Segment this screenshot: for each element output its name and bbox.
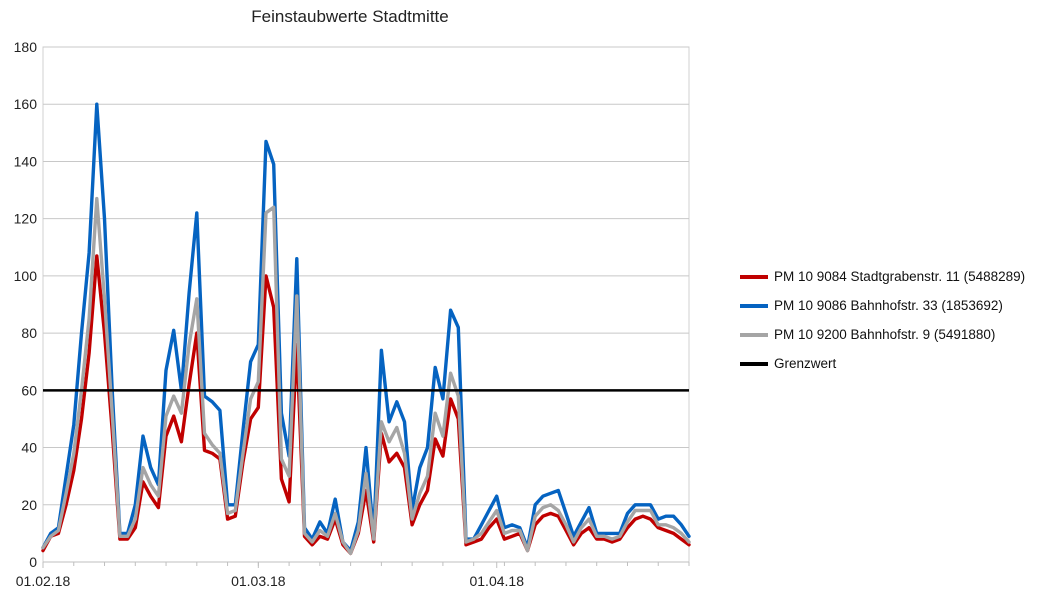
x-tick-label: 01.02.18	[16, 573, 71, 589]
legend-item: PM 10 9084 Stadtgrabenstr. 11 (5488289)	[740, 262, 1025, 291]
x-tick-label: 01.04.18	[469, 573, 524, 589]
legend-swatch	[740, 361, 768, 366]
legend-swatch	[740, 332, 768, 337]
legend-item: Grenzwert	[740, 349, 1025, 378]
legend-item: PM 10 9200 Bahnhofstr. 9 (5491880)	[740, 320, 1025, 349]
legend-item: PM 10 9086 Bahnhofstr. 33 (1853692)	[740, 291, 1025, 320]
y-tick-label: 100	[14, 268, 38, 284]
legend-label: PM 10 9086 Bahnhofstr. 33 (1853692)	[774, 298, 1003, 313]
legend-swatch	[740, 303, 768, 308]
y-tick-label: 140	[14, 153, 38, 169]
y-tick-label: 80	[21, 325, 37, 341]
y-tick-label: 20	[21, 497, 37, 513]
x-tick-label: 01.03.18	[231, 573, 286, 589]
legend: PM 10 9084 Stadtgrabenstr. 11 (5488289) P…	[740, 262, 1025, 378]
y-tick-label: 180	[14, 39, 38, 55]
series-line-1	[41, 254, 691, 556]
y-tick-label: 0	[29, 554, 37, 570]
y-tick-label: 120	[14, 211, 38, 227]
legend-label: Grenzwert	[774, 356, 837, 371]
y-tick-label: 60	[21, 382, 37, 398]
legend-label: PM 10 9200 Bahnhofstr. 9 (5491880)	[774, 327, 996, 342]
series-line-2	[41, 102, 691, 553]
legend-label: PM 10 9084 Stadtgrabenstr. 11 (5488289)	[774, 269, 1026, 284]
y-tick-label: 160	[14, 96, 38, 112]
legend-swatch	[740, 274, 768, 279]
y-tick-label: 40	[21, 440, 37, 456]
series-line-3	[41, 196, 691, 556]
chart-title: Feinstaubwerte Stadtmitte	[251, 7, 449, 26]
